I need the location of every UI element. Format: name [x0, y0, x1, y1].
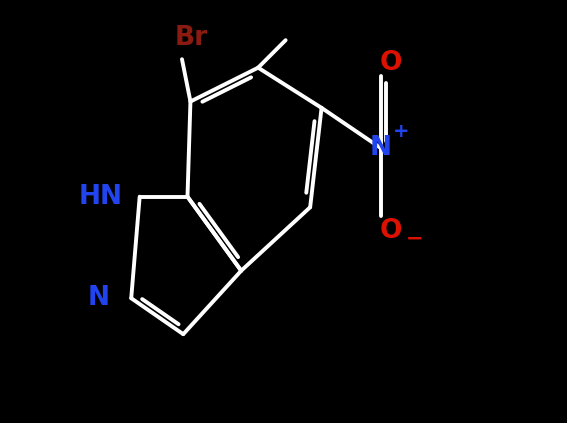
- Text: N: N: [370, 135, 392, 161]
- Text: +: +: [393, 123, 409, 141]
- Text: −: −: [406, 228, 424, 248]
- Text: N: N: [88, 285, 110, 311]
- Text: O: O: [380, 50, 403, 77]
- Text: O: O: [380, 217, 403, 244]
- Text: HN: HN: [79, 184, 123, 210]
- Text: Br: Br: [175, 25, 208, 51]
